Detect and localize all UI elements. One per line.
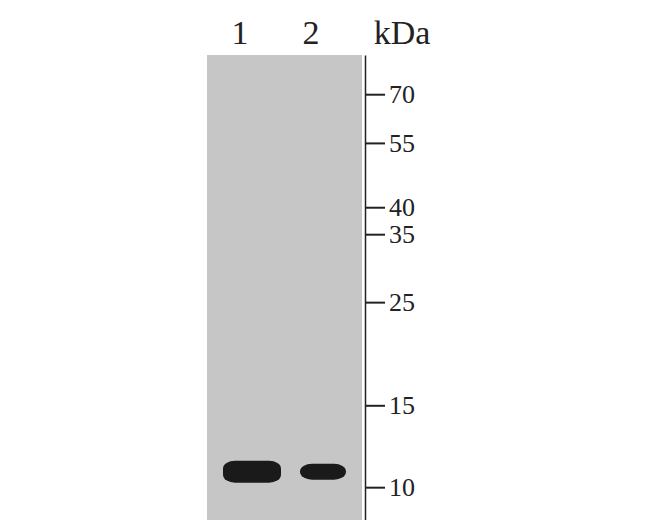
tick-mark [365, 487, 385, 489]
lane-label: 2 [303, 14, 320, 51]
tick-label: 25 [389, 288, 415, 317]
bands [223, 461, 346, 483]
tick: 15 [365, 391, 415, 420]
tick: 70 [365, 80, 415, 109]
tick-mark [365, 207, 385, 209]
tick: 10 [365, 473, 415, 502]
tick-label: 70 [389, 80, 415, 109]
marker-axis: 10 15 25 3540 55 70 [365, 56, 415, 520]
tick: 35 [365, 220, 415, 249]
tick: 55 [365, 129, 415, 158]
unit-label: kDa [374, 14, 431, 51]
tick-mark [365, 405, 385, 407]
tick-mark [365, 94, 385, 96]
chart: 1 2 kDa 10 15 25 3540 55 70 [0, 0, 650, 520]
tick-mark [365, 234, 385, 236]
tick-mark [365, 142, 385, 144]
tick: 40 [365, 193, 415, 222]
lane-label: 1 [232, 14, 249, 51]
membrane [207, 55, 362, 520]
tick-label: 55 [389, 129, 415, 158]
tick-label: 40 [389, 193, 415, 222]
tick-label: 15 [389, 391, 415, 420]
band [300, 464, 346, 480]
axis-line [365, 56, 367, 520]
tick-label: 35 [389, 220, 415, 249]
tick-label: 10 [389, 473, 415, 502]
tick-mark [365, 302, 385, 304]
tick: 25 [365, 288, 415, 317]
band [223, 461, 281, 483]
